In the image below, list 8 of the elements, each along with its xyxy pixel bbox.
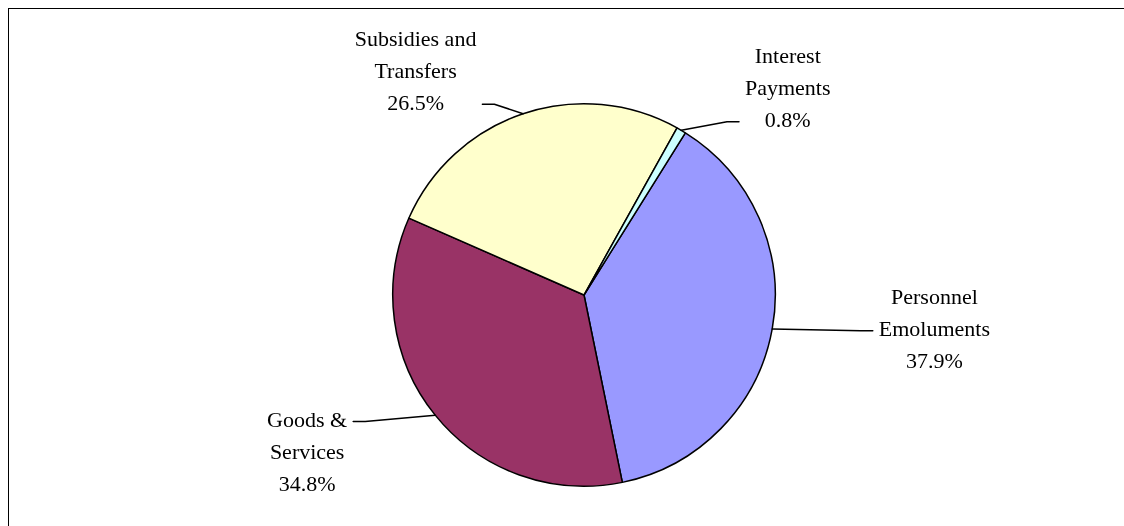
slice-label: Interest Payments (744, 43, 831, 101)
data-label: 37.9% (905, 348, 963, 374)
data-label: 34.8% (278, 471, 336, 497)
slice-label: Personnel Emoluments (878, 284, 990, 342)
data-label: 0.8% (764, 107, 811, 133)
slice-label: Subsidies and Transfers (354, 26, 477, 84)
slice-label: Goods & Services (267, 407, 348, 465)
data-label: 26.5% (387, 90, 444, 116)
